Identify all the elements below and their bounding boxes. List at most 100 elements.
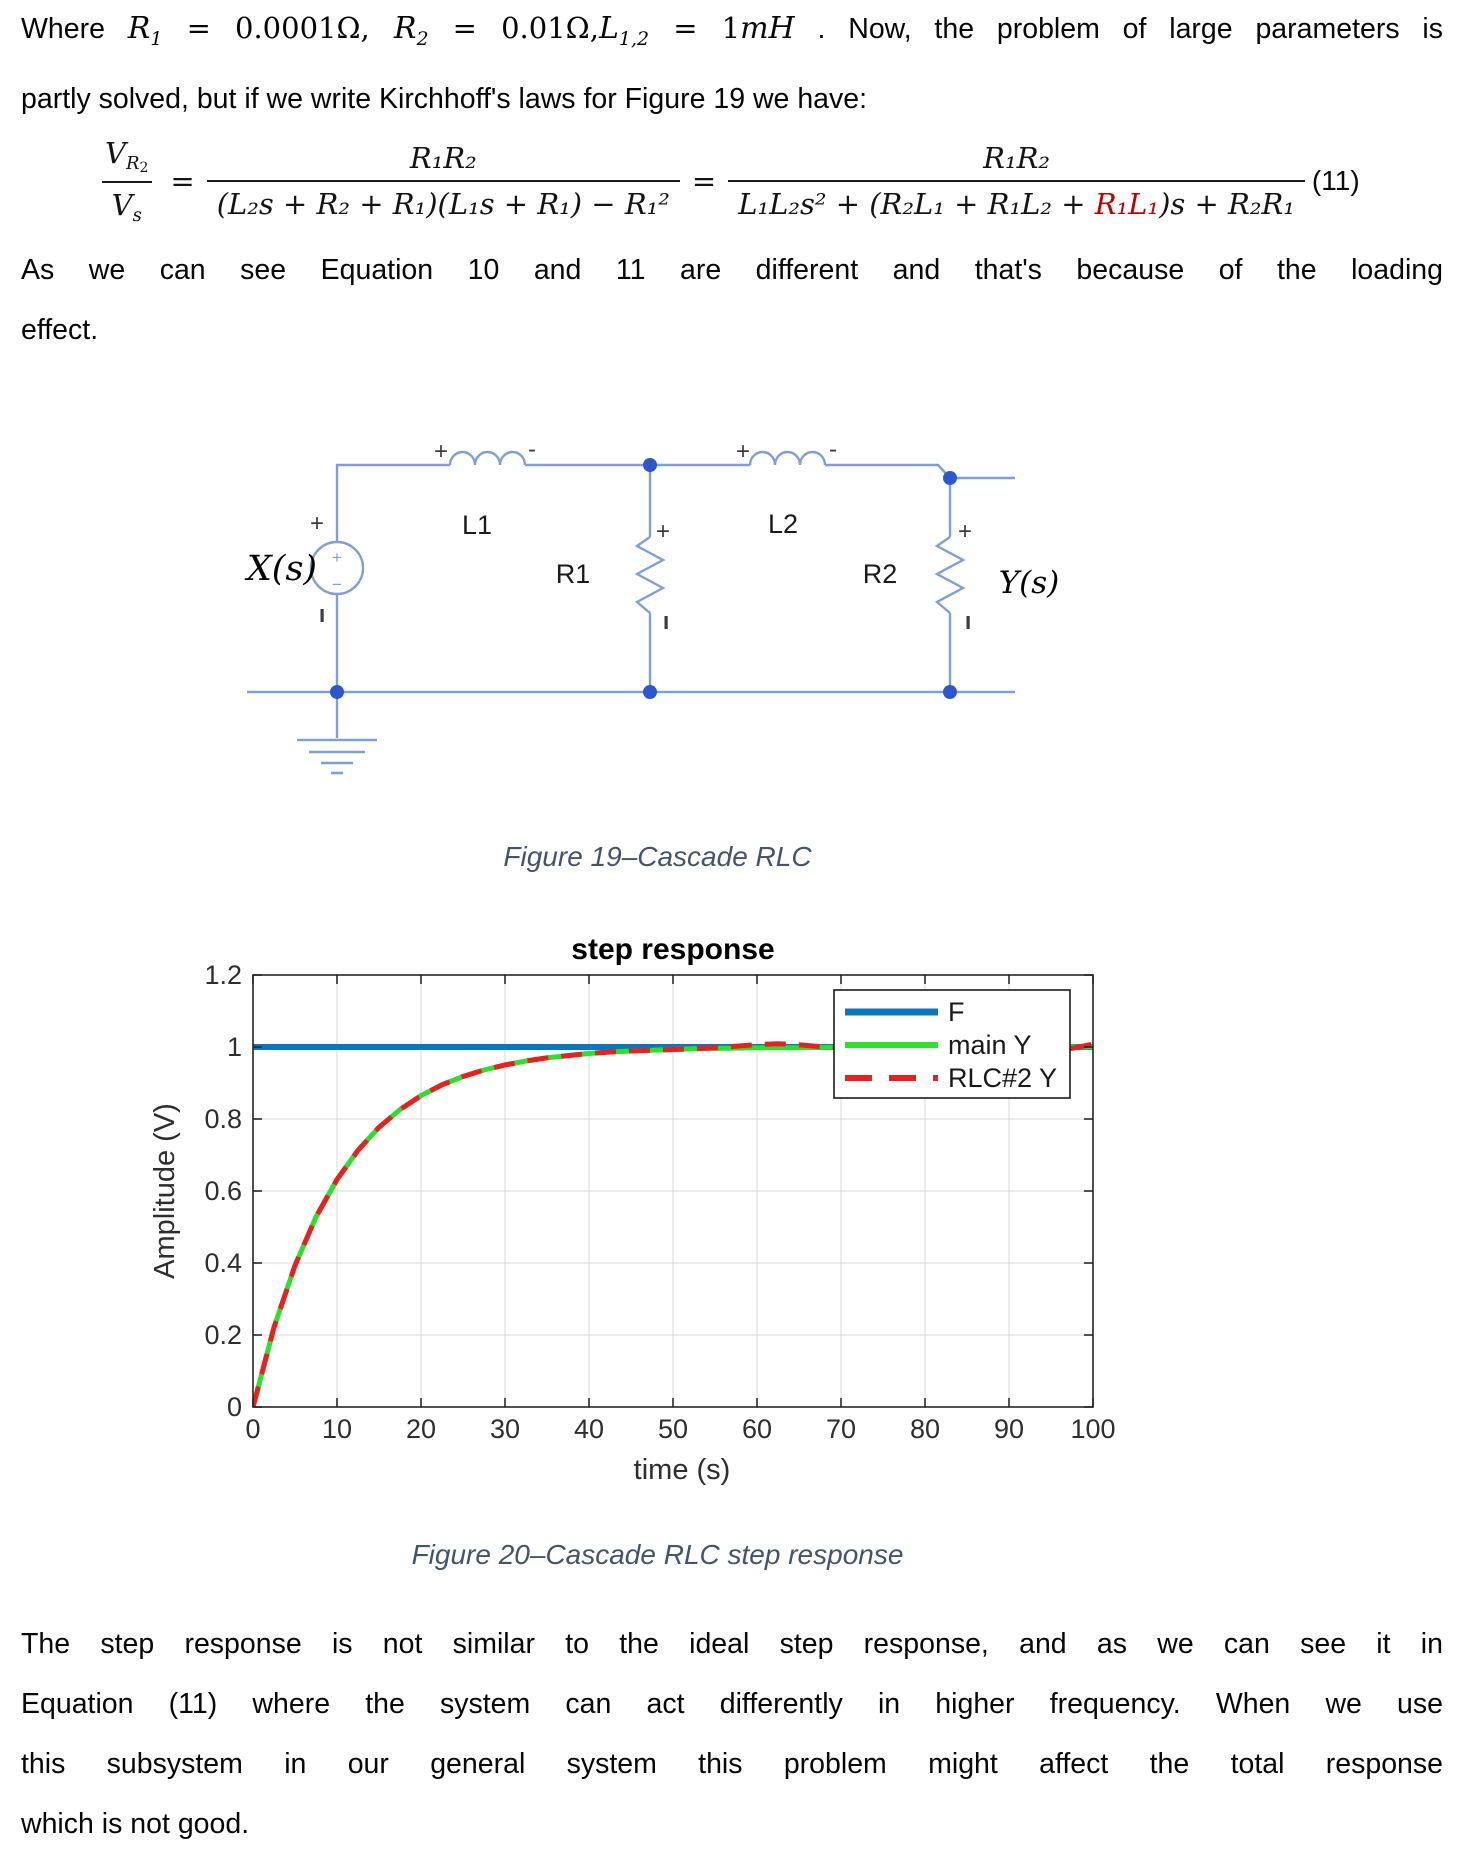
text-segment: partly solved, but if we write Kirchhoff… xyxy=(21,83,868,115)
eq-den-part: L₁L₂s² + (R₂L₁ + R₁L₂ + xyxy=(738,186,1095,221)
text-segment: R xyxy=(393,11,417,46)
eq-sub: s xyxy=(132,204,142,226)
eq-frac1-numerator: R₁R₂ xyxy=(409,140,477,175)
eq-lhs-fraction: VR2 Vs xyxy=(95,136,158,226)
text-line: Where R1 = 0.0001Ω, R2 = 0.01Ω,L1,2 = 1m… xyxy=(21,0,1443,69)
text-segment: which is not good. xyxy=(21,1808,250,1840)
eq-fraction-1: R₁R₂ (L₂s + R₂ + R₁)(L₁s + R₁) − R₁² xyxy=(206,140,680,221)
node-dot xyxy=(643,685,657,699)
source-inner-plus: + xyxy=(332,548,342,567)
node-dot xyxy=(330,685,344,699)
paragraph-conclusion: The step response is not similar to the … xyxy=(21,1614,1443,1854)
text-segment: this subsystem in our general system thi… xyxy=(21,1748,1443,1780)
text-segment: effect. xyxy=(21,314,99,346)
eq-var: V xyxy=(105,136,126,170)
ground-icon xyxy=(297,738,377,775)
text-line: partly solved, but if we write Kirchhoff… xyxy=(21,69,1443,129)
equation-number: (11) xyxy=(1311,164,1360,196)
chart-tick-labels: 0 10 20 30 40 50 60 70 80 90 100 0 0.2 0.4 0.6 0.8 1 1.2 xyxy=(204,960,1115,1444)
minus-tick xyxy=(320,609,324,622)
step-response-chart: 0 10 20 30 40 50 60 70 80 90 10000.20.40.60.811.2 … xyxy=(149,933,1116,1486)
inductor-l1 xyxy=(448,450,527,466)
y-tick-label: 1.2 xyxy=(204,960,242,990)
x-tick-label: 60 xyxy=(742,1414,772,1444)
eq-den-red-term: R₁L₁ xyxy=(1094,186,1160,221)
equals-sign: = xyxy=(170,163,195,198)
x-tick-label: 10 xyxy=(322,1414,352,1444)
y-tick-label: 0.2 xyxy=(204,1320,242,1350)
legend-label: main Y xyxy=(948,1030,1032,1060)
text-segment: = 0.0001Ω, xyxy=(162,11,394,45)
x-tick-label: 70 xyxy=(826,1414,856,1444)
x-tick-label: 50 xyxy=(658,1414,688,1444)
wire-top-right xyxy=(825,463,1015,480)
text-line: which is not good. xyxy=(21,1794,1443,1854)
label-l1: L1 xyxy=(462,510,492,540)
text-segment: The step response is not similar to the … xyxy=(21,1628,1443,1660)
eq-sub: R xyxy=(125,152,140,174)
label-r2: R2 xyxy=(863,559,898,589)
eq-lhs-denominator: Vs xyxy=(101,180,152,226)
text-segment: Equation (11) where the system can act d… xyxy=(21,1688,1443,1720)
text-segment: R xyxy=(127,11,151,46)
wire-top-left xyxy=(335,463,450,542)
eq-fraction-2: R₁R₂ L₁L₂s² + (R₂L₁ + R₁L₂ + R₁L₁)s + R₂… xyxy=(728,141,1305,221)
label-r1: R1 xyxy=(556,559,591,589)
x-tick-label: 20 xyxy=(406,1414,436,1444)
eq-frac1-denominator: (L₂s + R₂ + R₁)(L₁s + R₁) − R₁² xyxy=(206,179,680,221)
figure20-caption: Figure 20–Cascade RLC step response xyxy=(411,1539,904,1570)
voltage-source-icon xyxy=(309,540,365,596)
polarity-ticks xyxy=(320,609,970,629)
r2-plus-sign: + xyxy=(958,518,972,545)
x-tick-label: 30 xyxy=(490,1414,520,1444)
text-segment: mH xyxy=(740,11,795,46)
x-tick-label: 100 xyxy=(1070,1414,1115,1444)
eq-frac2-denominator: L₁L₂s² + (R₂L₁ + R₁L₂ + R₁L₁)s + R₂R₁ xyxy=(728,179,1305,221)
circuit-diagram: + - + - + + + + − L1 R1 L2 R2 X(s) Y(s) xyxy=(244,436,1059,775)
y-tick-label: 0.6 xyxy=(204,1176,242,1206)
legend-label: RLC#2 Y xyxy=(948,1063,1057,1093)
chart-title: step response xyxy=(571,933,774,966)
x-tick-label: 90 xyxy=(994,1414,1024,1444)
circuit-nodes xyxy=(330,458,957,699)
node-dot xyxy=(943,685,957,699)
text-segment: . Now, the problem of large parameters i… xyxy=(794,13,1444,45)
figure19-caption: Figure 19–Cascade RLC xyxy=(503,841,812,872)
l2-plus-sign: + xyxy=(736,438,750,465)
y-tick-label: 0.4 xyxy=(204,1248,242,1278)
r1-plus-sign: + xyxy=(656,518,670,545)
label-l2: L2 xyxy=(768,509,798,539)
x-tick-label: 80 xyxy=(910,1414,940,1444)
eq-lhs-numerator: VR2 xyxy=(95,136,158,181)
text-segment: = 0.01Ω, xyxy=(428,11,599,45)
text-segment: 1 xyxy=(150,28,163,50)
minus-tick xyxy=(664,616,668,629)
y-tick-label: 0 xyxy=(227,1392,242,1422)
eq-den-part: )s + R₂R₁ xyxy=(1159,186,1295,221)
text-line: this subsystem in our general system thi… xyxy=(21,1734,1443,1794)
paragraph-loading-effect: As we can see Equation 10 and 11 are dif… xyxy=(21,240,1443,360)
text-line: The step response is not similar to the … xyxy=(21,1614,1443,1674)
text-line: As we can see Equation 10 and 11 are dif… xyxy=(21,240,1443,300)
text-segment: As we can see Equation 10 and 11 are dif… xyxy=(21,254,1443,286)
chart-axis-ticks xyxy=(252,974,1094,1408)
eq-subsub: 2 xyxy=(139,159,149,176)
text-segment: 1,2 xyxy=(618,28,650,50)
x-tick-label: 40 xyxy=(574,1414,604,1444)
source-plus-sign: + xyxy=(310,510,324,537)
y-tick-label: 0.8 xyxy=(204,1104,242,1134)
node-dot xyxy=(643,458,657,472)
source-inner-minus: − xyxy=(332,575,342,594)
resistor-r2 xyxy=(934,536,966,614)
text-segment: = 1 xyxy=(649,11,741,45)
text-line: effect. xyxy=(21,300,1443,360)
y-axis-label: Amplitude (V) xyxy=(149,1103,181,1279)
text-segment: Where xyxy=(21,13,128,45)
node-dot xyxy=(943,471,957,485)
text-segment: L xyxy=(598,11,619,46)
paragraph-intro: Where R1 = 0.0001Ω, R2 = 0.01Ω,L1,2 = 1m… xyxy=(21,0,1443,129)
equation-11: VR2 Vs = R₁R₂ (L₂s + R₂ + R₁)(L₁s + R₁) … xyxy=(88,136,1360,226)
x-axis-label: time (s) xyxy=(634,1454,731,1486)
